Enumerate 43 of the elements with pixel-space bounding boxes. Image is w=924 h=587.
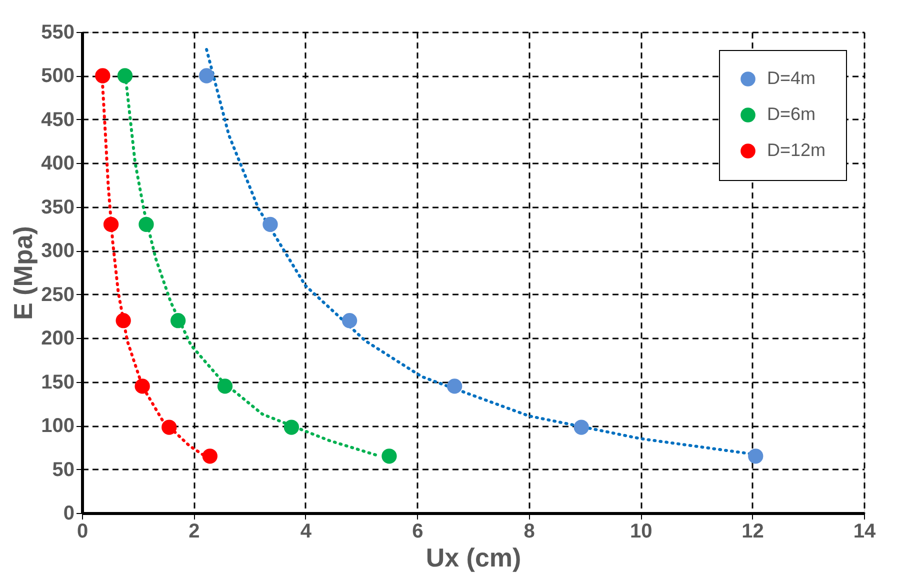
point xyxy=(138,216,154,232)
y-tick-label: 300 xyxy=(41,240,74,262)
y-tick-label: 450 xyxy=(41,108,74,131)
point xyxy=(574,420,589,435)
point xyxy=(217,378,233,394)
y-tick-label: 350 xyxy=(41,196,74,218)
x-tick-label: 0 xyxy=(76,520,88,542)
legend-label: D=6m xyxy=(767,104,816,124)
point xyxy=(116,313,131,328)
x-tick-label: 6 xyxy=(412,520,424,542)
legend-label: D=4m xyxy=(767,68,816,88)
point xyxy=(446,378,462,394)
point xyxy=(262,216,278,232)
point xyxy=(748,448,764,464)
point xyxy=(170,313,186,328)
point xyxy=(117,68,133,84)
y-tick-label: 200 xyxy=(41,328,74,350)
y-tick-label: 500 xyxy=(41,65,74,88)
y-axis-title: E (Mpa) xyxy=(8,226,38,320)
x-axis-title: Ux (cm) xyxy=(426,542,522,572)
point xyxy=(284,420,300,435)
y-tick-label: 0 xyxy=(63,502,74,524)
x-tick-label: 14 xyxy=(853,520,876,542)
x-tick-label: 8 xyxy=(524,520,535,542)
point xyxy=(198,68,214,84)
point xyxy=(103,216,119,232)
y-tick-label: 100 xyxy=(41,415,74,438)
point xyxy=(342,313,358,328)
y-tick-label: 550 xyxy=(41,22,74,44)
point xyxy=(382,448,397,464)
x-tick-label: 12 xyxy=(742,520,764,542)
y-tick-label: 150 xyxy=(41,371,74,394)
x-tick-label: 4 xyxy=(300,520,312,542)
point xyxy=(202,448,218,464)
point xyxy=(95,68,110,84)
legend-label: D=12m xyxy=(767,140,826,160)
y-tick-label: 250 xyxy=(41,284,74,306)
point xyxy=(134,378,150,394)
point xyxy=(162,420,177,435)
x-tick-label: 10 xyxy=(630,520,652,542)
x-tick-label: 2 xyxy=(188,520,200,542)
y-tick-label: 400 xyxy=(41,152,74,175)
y-tick-label: 50 xyxy=(52,458,74,481)
